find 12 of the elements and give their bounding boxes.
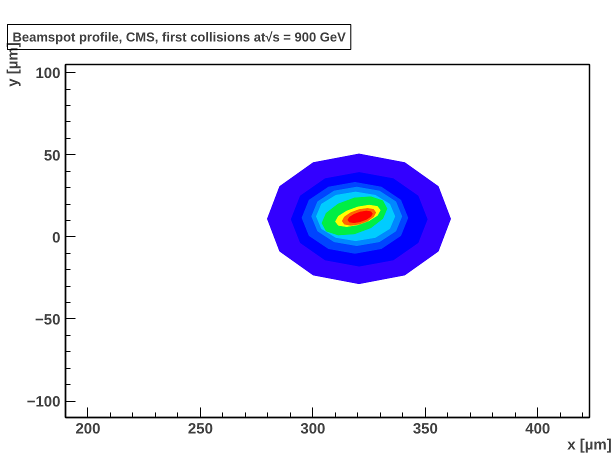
x-tick-label: 250 bbox=[188, 420, 213, 438]
y-tick-label: 100 bbox=[35, 65, 61, 82]
x-axis-title: x [µm] bbox=[567, 436, 611, 454]
x-tick-label: 300 bbox=[300, 420, 326, 438]
chart-title: Beamspot profile, CMS, first collisions at√s = 900 GeV bbox=[12, 30, 346, 44]
y-tick-label: 0 bbox=[52, 229, 60, 246]
x-tick-label: 350 bbox=[412, 420, 438, 438]
y-tick-label: −100 bbox=[26, 394, 61, 411]
y-tick-label: 50 bbox=[44, 147, 61, 164]
x-tick-label: 400 bbox=[525, 420, 550, 438]
x-tick-label: 200 bbox=[75, 420, 101, 438]
y-tick-label: −50 bbox=[35, 311, 61, 328]
